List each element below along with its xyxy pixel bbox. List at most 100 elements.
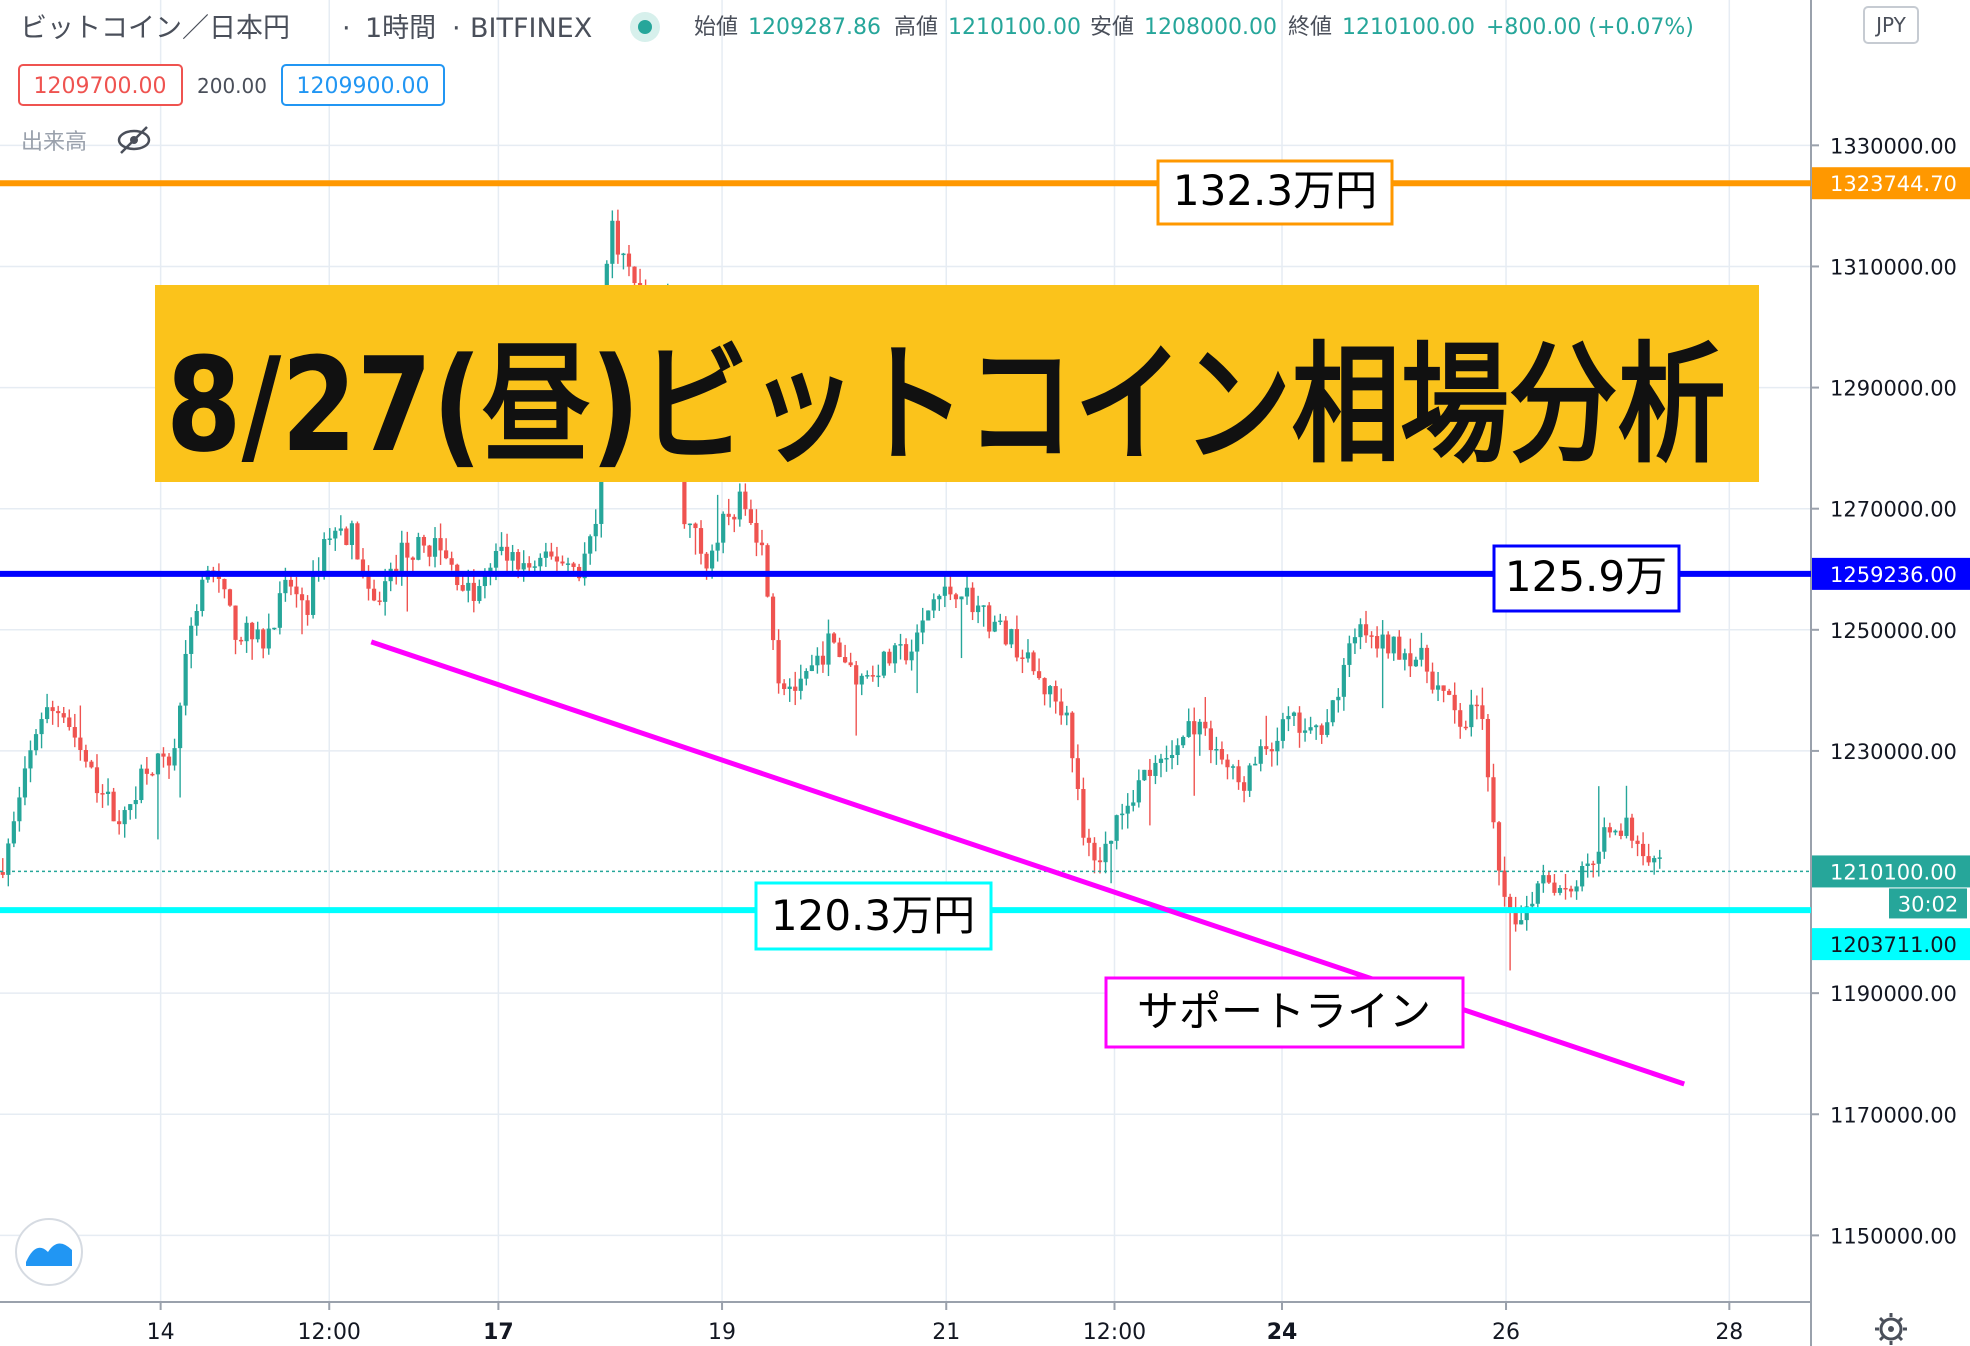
candle-body	[61, 713, 66, 718]
annotation-cyan[interactable]: 120.3万円	[754, 881, 993, 951]
candle-body	[1020, 657, 1025, 659]
candle-body	[1541, 875, 1546, 884]
candle-body	[1424, 647, 1430, 672]
candle-body	[1181, 736, 1186, 746]
candle-body	[338, 528, 343, 531]
candle-body	[45, 707, 50, 720]
candle-body	[959, 596, 964, 600]
open-value: 1209287.86	[748, 15, 881, 40]
candle-body	[1286, 715, 1291, 720]
candle-body	[1330, 700, 1335, 723]
candle-body	[770, 596, 776, 641]
candle-body	[216, 575, 221, 579]
candle-body	[1568, 888, 1574, 892]
annotation-support[interactable]: サポートライン	[1104, 976, 1465, 1049]
candle-body	[83, 750, 88, 762]
candle-body	[22, 768, 28, 798]
candle-body	[277, 593, 282, 628]
support-trendline[interactable]	[370, 639, 1686, 1087]
candle-body	[244, 622, 249, 642]
candle-body	[161, 753, 166, 757]
symbol-header: ビットコイン／日本円 · 1時間 · BITFINEX 始値 1209287.8…	[20, 12, 1694, 44]
low-label: 安値	[1090, 15, 1134, 40]
candle-body	[105, 791, 111, 794]
candle-body	[344, 528, 349, 545]
candle-body	[726, 513, 731, 517]
candle-body	[1081, 789, 1086, 838]
sell-button[interactable]	[18, 64, 183, 106]
candle-body	[1164, 758, 1169, 760]
candle-body	[1546, 875, 1551, 883]
candle-body	[820, 655, 826, 665]
candle-body	[272, 627, 277, 630]
candle-body	[1075, 758, 1080, 790]
annotation-orange-text: 132.3万円	[1173, 166, 1377, 215]
annotation-blue[interactable]: 125.9万	[1492, 544, 1681, 613]
candle-body	[1025, 652, 1031, 659]
y-tick-label: 1150000.00	[1830, 1224, 1957, 1248]
title-banner: 8/27(昼)ビットコイン相場分析	[155, 285, 1759, 482]
symbol-name[interactable]: ビットコイン／日本円	[20, 13, 290, 44]
candle-body	[704, 553, 709, 569]
candle-body	[976, 605, 981, 613]
candle-body	[1535, 883, 1540, 904]
y-tick-label: 1290000.00	[1830, 377, 1957, 401]
separator-2: ·	[452, 13, 461, 44]
annotation-blue-text: 125.9万	[1505, 552, 1667, 601]
interval-label[interactable]: 1時間	[365, 13, 436, 44]
annotation-orange[interactable]: 132.3万円	[1156, 159, 1394, 226]
x-tick-label: 14	[147, 1320, 175, 1345]
candle-body	[144, 768, 149, 774]
candle-body	[1563, 888, 1568, 890]
volume-indicator[interactable]: 出来高	[21, 126, 151, 155]
y-tick-label: 1310000.00	[1830, 255, 1957, 279]
candle-body	[460, 585, 465, 591]
candle-body	[1169, 755, 1175, 759]
candle-body	[1275, 740, 1280, 752]
candle-body	[1441, 685, 1446, 691]
settings-gear-icon[interactable]	[1875, 1313, 1907, 1345]
candle-body	[1092, 842, 1097, 861]
candle-body	[710, 550, 715, 569]
candle-body	[926, 610, 931, 621]
buy-button[interactable]	[281, 64, 445, 106]
x-tick-label: 12:00	[1083, 1320, 1146, 1345]
candle-body	[521, 563, 526, 570]
candle-body	[881, 651, 886, 676]
candle-body	[826, 633, 831, 665]
candle-body	[150, 773, 155, 776]
candle-body	[1585, 863, 1590, 867]
high-value: 1210100.00	[948, 15, 1081, 40]
y-tick-label: 1330000.00	[1830, 134, 1957, 158]
candle-body	[1629, 817, 1635, 841]
currency-button[interactable]: JPY	[1863, 6, 1919, 44]
candle-body	[953, 594, 959, 600]
candle-body	[410, 557, 415, 560]
candle-body	[72, 727, 77, 738]
price-axis-panel[interactable]	[1811, 0, 1970, 1346]
y-tick-label: 1250000.00	[1830, 619, 1957, 643]
candle-body	[427, 545, 432, 557]
candle-body	[859, 675, 864, 685]
candle-body	[1341, 664, 1346, 697]
candle-body	[1646, 856, 1651, 863]
candle-body	[299, 594, 305, 601]
candle-body	[399, 542, 404, 573]
candle-body	[898, 644, 903, 646]
candle-body	[571, 563, 576, 567]
candle-body	[1391, 636, 1396, 654]
candle-body	[554, 556, 560, 562]
candle-body	[1352, 637, 1358, 644]
candle-body	[266, 628, 271, 649]
candle-body	[122, 810, 127, 825]
candle-body	[1280, 719, 1285, 741]
close-label: 終値	[1288, 15, 1332, 40]
tradingview-logo-icon[interactable]	[15, 1218, 83, 1286]
eye-hidden-icon[interactable]	[117, 126, 151, 154]
x-tick-label: 19	[708, 1320, 736, 1345]
candle-body	[394, 568, 399, 573]
candle-body	[1291, 712, 1297, 716]
candle-body	[1175, 745, 1180, 756]
candle-body	[416, 536, 421, 560]
